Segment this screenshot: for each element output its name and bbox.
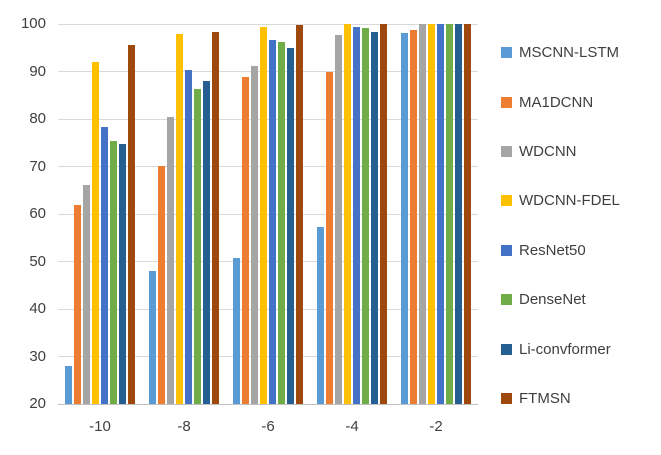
bar-Li-convformer--6 <box>287 48 294 404</box>
bar-FTMSN--8 <box>212 31 219 404</box>
legend-swatch-icon <box>501 96 512 108</box>
bar-MA1DCNN--10 <box>74 204 81 404</box>
bar-FTMSN--6 <box>296 24 303 404</box>
bar-DenseNet--10 <box>110 141 117 404</box>
bar-ResNet50--2 <box>437 24 444 404</box>
gridline-100 <box>58 23 478 25</box>
gridline-30 <box>58 356 478 357</box>
legend-label: Li-convformer <box>519 340 611 358</box>
bar-WDCNN--4 <box>335 34 342 404</box>
gridline-70 <box>58 166 478 167</box>
y-tick-label-100: 100 <box>20 15 46 32</box>
bar-ResNet50--4 <box>353 26 360 404</box>
bar-MA1DCNN--2 <box>410 29 417 404</box>
gridline-60 <box>58 213 478 215</box>
bar-FTMSN--10 <box>128 45 135 404</box>
bar-Li-convformer--4 <box>371 32 378 404</box>
bar-group--6 <box>233 24 303 404</box>
bar-group--8 <box>149 24 219 404</box>
y-tick-label-50: 50 <box>29 252 46 270</box>
legend: MSCNN-LSTM MA1DCNN WDCNN WDCNN-FDEL ResNet50… <box>501 28 620 423</box>
bar-group--4 <box>317 24 387 404</box>
bar-MA1DCNN--4 <box>326 71 333 404</box>
legend-swatch-icon <box>501 145 512 157</box>
legend-swatch-icon <box>501 244 512 256</box>
bar-MSCNN-LSTM--10 <box>65 366 72 404</box>
legend-label: DenseNet <box>519 291 586 309</box>
x-tick-label--6: -6 <box>261 418 275 435</box>
y-tick-label-40: 40 <box>29 300 46 317</box>
y-tick-label-80: 80 <box>29 110 46 127</box>
gridline-80 <box>58 118 478 120</box>
legend-label: MSCNN-LSTM <box>519 44 619 62</box>
x-tick-label--10: -10 <box>89 418 111 435</box>
bar-MSCNN-LSTM--8 <box>149 271 156 404</box>
bar-WDCNN-FDEL--6 <box>260 26 267 404</box>
bar-WDCNN-FDEL--4 <box>344 24 351 404</box>
y-tick-label-60: 60 <box>29 205 46 222</box>
legend-swatch-icon <box>501 392 512 404</box>
bar-MSCNN-LSTM--6 <box>233 258 240 404</box>
bar-WDCNN--8 <box>167 116 174 404</box>
bar-ResNet50--10 <box>101 126 108 404</box>
x-tick-label--4: -4 <box>345 418 359 435</box>
legend-item-DenseNet: DenseNet <box>501 275 620 324</box>
legend-swatch-icon <box>501 343 512 355</box>
gridline-40 <box>58 308 478 310</box>
legend-item-Li-convformer: Li-convformer <box>501 324 620 373</box>
bar-DenseNet--8 <box>194 88 201 404</box>
gridline-20 <box>58 403 478 405</box>
bar-DenseNet--4 <box>362 27 369 404</box>
gridline-90 <box>58 71 478 72</box>
bar-groups <box>58 24 478 404</box>
plot-area <box>58 23 478 405</box>
legend-item-MA1DCNN: MA1DCNN <box>501 77 620 126</box>
legend-item-MSCNN-LSTM: MSCNN-LSTM <box>501 28 620 77</box>
x-tick-label--8: -8 <box>177 418 191 435</box>
legend-label: ResNet50 <box>519 241 586 259</box>
gridline-50 <box>58 261 478 262</box>
bar-WDCNN--6 <box>251 66 258 404</box>
bar-DenseNet--2 <box>446 24 453 404</box>
bar-WDCNN-FDEL--2 <box>428 24 435 404</box>
bar-group--10 <box>65 24 135 404</box>
legend-label: FTMSN <box>519 389 571 407</box>
bar-MSCNN-LSTM--4 <box>317 227 324 404</box>
x-tick-label--2: -2 <box>429 418 443 435</box>
y-tick-label-70: 70 <box>29 157 46 175</box>
bar-ResNet50--8 <box>185 70 192 404</box>
bar-Li-convformer--8 <box>203 81 210 404</box>
y-tick-label-30: 30 <box>29 347 46 365</box>
bar-Li-convformer--2 <box>455 24 462 404</box>
bar-WDCNN-FDEL--8 <box>176 34 183 404</box>
legend-label: MA1DCNN <box>519 93 594 111</box>
bar-ResNet50--6 <box>269 39 276 404</box>
y-tick-label-20: 20 <box>29 395 46 412</box>
bar-WDCNN--10 <box>83 184 90 404</box>
legend-swatch-icon <box>501 294 512 306</box>
legend-swatch-icon <box>501 195 512 207</box>
legend-item-ResNet50: ResNet50 <box>501 226 620 275</box>
bar-FTMSN--4 <box>380 24 387 404</box>
bar-MA1DCNN--6 <box>242 77 249 404</box>
bar-MSCNN-LSTM--2 <box>401 33 408 404</box>
legend-label: WDCNN-FDEL <box>519 192 620 210</box>
bar-group--2 <box>401 24 471 404</box>
bar-DenseNet--6 <box>278 42 285 404</box>
y-tick-label-90: 90 <box>29 62 46 80</box>
bar-MA1DCNN--8 <box>158 165 165 404</box>
legend-swatch-icon <box>501 47 512 59</box>
legend-item-FTMSN: FTMSN <box>501 374 620 423</box>
bar-Li-convformer--10 <box>119 143 126 404</box>
legend-label: WDCNN <box>519 142 577 160</box>
bar-WDCNN-FDEL--10 <box>92 62 99 404</box>
legend-item-WDCNN-FDEL: WDCNN-FDEL <box>501 176 620 225</box>
bar-WDCNN--2 <box>419 24 426 404</box>
legend-item-WDCNN: WDCNN <box>501 127 620 176</box>
bar-FTMSN--2 <box>464 24 471 404</box>
